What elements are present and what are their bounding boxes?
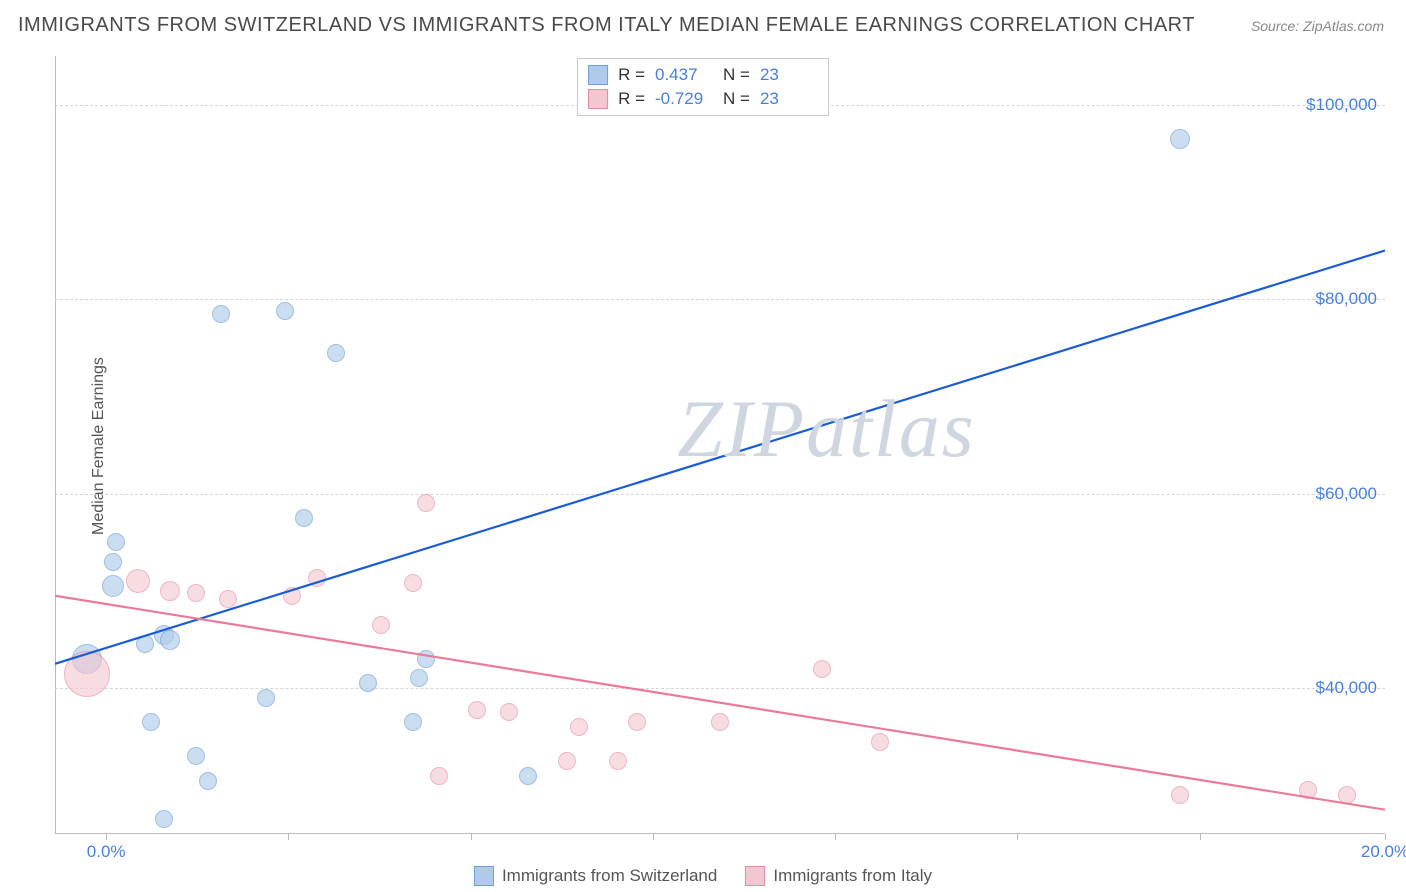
x-tick	[1385, 834, 1386, 840]
series-legend-item: Immigrants from Italy	[745, 866, 932, 886]
data-point	[64, 651, 110, 697]
chart-area: ZIPatlas $40,000$60,000$80,000$100,0000.…	[55, 56, 1385, 834]
data-point	[1170, 129, 1190, 149]
series-legend-label: Immigrants from Italy	[773, 866, 932, 886]
data-point	[417, 650, 435, 668]
x-tick	[471, 834, 472, 840]
data-point	[519, 767, 537, 785]
legend-swatch	[588, 89, 608, 109]
data-point	[404, 713, 422, 731]
data-point	[199, 772, 217, 790]
data-point	[609, 752, 627, 770]
data-point	[126, 569, 150, 593]
data-point	[257, 689, 275, 707]
gridline	[55, 299, 1385, 300]
data-point	[327, 344, 345, 362]
x-tick-label: 0.0%	[87, 842, 126, 862]
data-point	[219, 590, 237, 608]
y-axis-line	[55, 56, 56, 834]
n-label: N =	[723, 65, 750, 85]
x-tick	[835, 834, 836, 840]
data-point	[628, 713, 646, 731]
data-point	[1171, 786, 1189, 804]
y-tick-label: $100,000	[1306, 95, 1377, 115]
data-point	[187, 747, 205, 765]
data-point	[417, 494, 435, 512]
data-point	[187, 584, 205, 602]
data-point	[430, 767, 448, 785]
data-point	[1299, 781, 1317, 799]
x-tick	[106, 834, 107, 840]
r-value: -0.729	[655, 89, 713, 109]
x-tick-label: 20.0%	[1361, 842, 1406, 862]
data-point	[813, 660, 831, 678]
data-point	[404, 574, 422, 592]
n-value: 23	[760, 65, 818, 85]
source-attribution: Source: ZipAtlas.com	[1251, 18, 1384, 34]
data-point	[104, 553, 122, 571]
x-tick	[653, 834, 654, 840]
legend-swatch	[588, 65, 608, 85]
n-value: 23	[760, 89, 818, 109]
r-value: 0.437	[655, 65, 713, 85]
y-tick-label: $40,000	[1316, 678, 1377, 698]
n-label: N =	[723, 89, 750, 109]
data-point	[871, 733, 889, 751]
stats-legend-row: R = -0.729 N = 23	[588, 87, 818, 111]
stats-legend: R = 0.437 N = 23 R = -0.729 N = 23	[577, 58, 829, 116]
y-tick-label: $80,000	[1316, 289, 1377, 309]
r-label: R =	[618, 89, 645, 109]
data-point	[212, 305, 230, 323]
data-point	[372, 616, 390, 634]
chart-title: IMMIGRANTS FROM SWITZERLAND VS IMMIGRANT…	[18, 14, 1195, 37]
x-tick	[288, 834, 289, 840]
data-point	[500, 703, 518, 721]
legend-swatch	[745, 866, 765, 886]
series-legend-item: Immigrants from Switzerland	[474, 866, 717, 886]
gridline	[55, 688, 1385, 689]
stats-legend-row: R = 0.437 N = 23	[588, 63, 818, 87]
data-point	[107, 533, 125, 551]
series-legend: Immigrants from Switzerland Immigrants fr…	[474, 866, 932, 886]
data-point	[711, 713, 729, 731]
data-point	[102, 575, 124, 597]
data-point	[570, 718, 588, 736]
data-point	[1338, 786, 1356, 804]
x-axis-line	[55, 833, 1385, 834]
data-point	[136, 635, 154, 653]
data-point	[142, 713, 160, 731]
r-label: R =	[618, 65, 645, 85]
gridline	[55, 494, 1385, 495]
data-point	[410, 669, 428, 687]
data-point	[160, 630, 180, 650]
data-point	[155, 810, 173, 828]
data-point	[308, 569, 326, 587]
data-point	[359, 674, 377, 692]
data-point	[558, 752, 576, 770]
x-tick	[1200, 834, 1201, 840]
data-point	[276, 302, 294, 320]
data-point	[468, 701, 486, 719]
data-point	[283, 587, 301, 605]
y-tick-label: $60,000	[1316, 484, 1377, 504]
data-point	[160, 581, 180, 601]
series-legend-label: Immigrants from Switzerland	[502, 866, 717, 886]
legend-swatch	[474, 866, 494, 886]
data-point	[295, 509, 313, 527]
x-tick	[1017, 834, 1018, 840]
plot-area: $40,000$60,000$80,000$100,0000.0%20.0%	[55, 56, 1385, 834]
